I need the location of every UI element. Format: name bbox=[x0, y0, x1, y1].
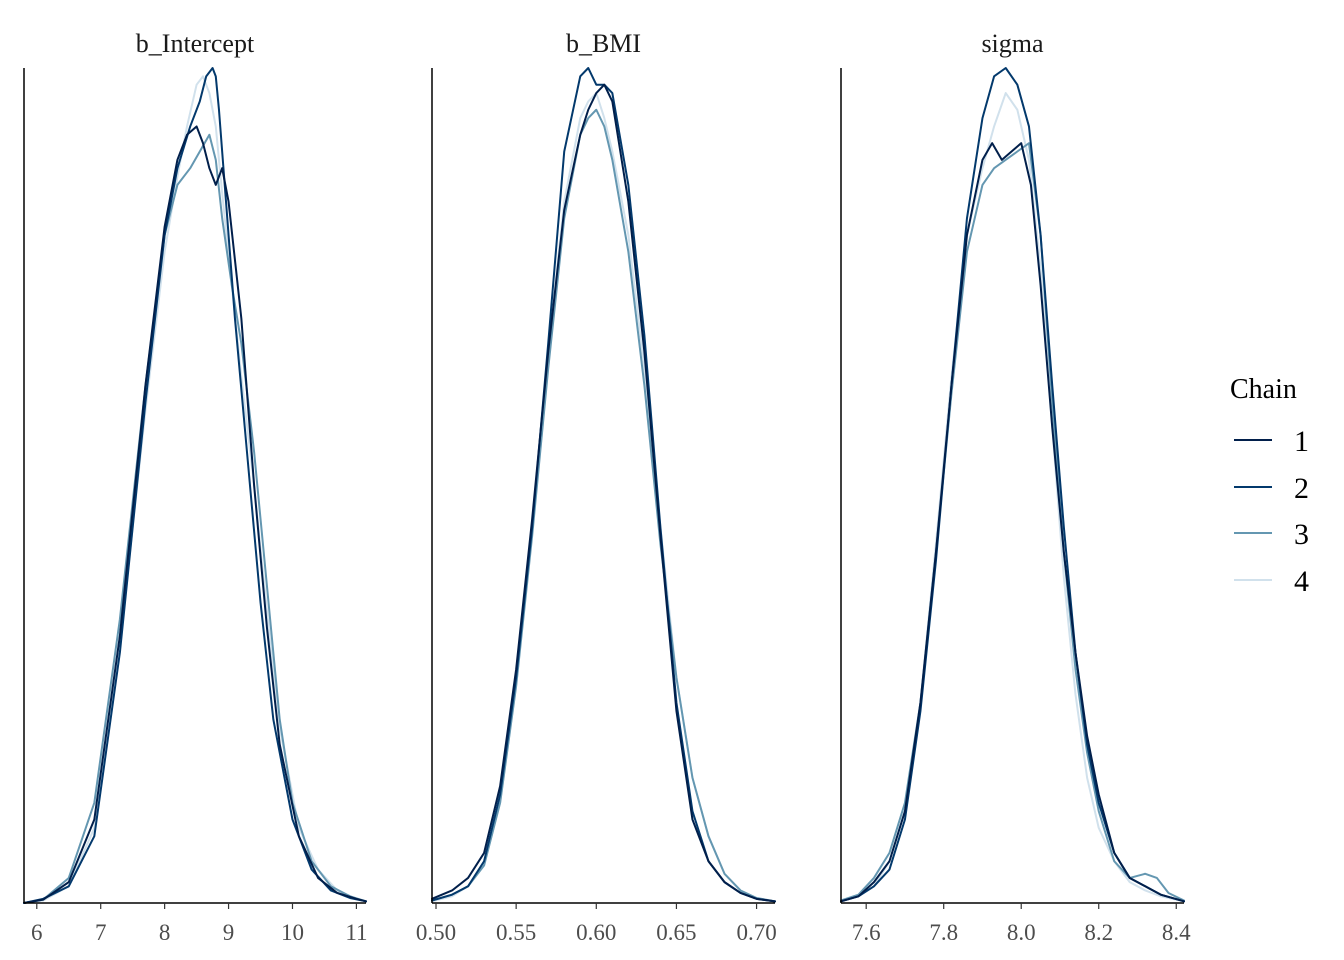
panel-1: b_Intercept 6 7 8 9 10 11 bbox=[23, 29, 367, 945]
x-tick-label: 8.2 bbox=[1084, 920, 1113, 945]
x-tick-label: 6 bbox=[31, 920, 43, 945]
density-line-chain-3 bbox=[23, 133, 367, 904]
legend-label-2: 2 bbox=[1294, 472, 1309, 505]
density-line-chain-1 bbox=[431, 83, 776, 903]
density-line-chain-2 bbox=[431, 67, 776, 903]
x-tick-label: 11 bbox=[345, 920, 367, 945]
density-line-chain-4 bbox=[431, 92, 776, 903]
x-tick-label: 8 bbox=[159, 920, 171, 945]
density-line-chain-3 bbox=[431, 108, 776, 903]
density-line-chain-4 bbox=[840, 92, 1185, 903]
legend-entry-4: 4 bbox=[1234, 565, 1309, 598]
x-tick-label: 0.70 bbox=[736, 920, 776, 945]
density-line-chain-2 bbox=[23, 67, 367, 904]
x-tick-label: 8.4 bbox=[1162, 920, 1191, 945]
x-tick-label: 7.6 bbox=[852, 920, 881, 945]
x-tick-label: 0.55 bbox=[496, 920, 536, 945]
x-tick-label: 0.50 bbox=[416, 920, 456, 945]
x-tick-label: 7.8 bbox=[929, 920, 958, 945]
legend: Chain 1 2 3 4 bbox=[1230, 374, 1309, 598]
density-line-chain-4 bbox=[23, 75, 367, 904]
x-tick-label: 0.60 bbox=[576, 920, 616, 945]
legend-entry-3: 3 bbox=[1234, 518, 1309, 551]
panel-title: b_BMI bbox=[566, 29, 641, 58]
density-line-chain-2 bbox=[840, 67, 1185, 903]
density-line-chain-1 bbox=[23, 125, 367, 904]
x-tick-label: 7 bbox=[95, 920, 107, 945]
x-tick-label: 9 bbox=[223, 920, 235, 945]
density-line-chain-3 bbox=[840, 142, 1185, 902]
panel-title: b_Intercept bbox=[136, 29, 255, 58]
x-tick-label: 0.65 bbox=[656, 920, 696, 945]
legend-label-4: 4 bbox=[1294, 565, 1309, 598]
x-tick-label: 10 bbox=[281, 920, 304, 945]
panel-3: sigma 7.6 7.8 8.0 8.2 8.4 bbox=[840, 29, 1191, 945]
legend-entry-1: 1 bbox=[1234, 425, 1309, 458]
x-tick-label: 8.0 bbox=[1007, 920, 1036, 945]
panel-title: sigma bbox=[981, 29, 1044, 58]
density-line-chain-1 bbox=[840, 142, 1185, 903]
legend-title: Chain bbox=[1230, 374, 1297, 405]
legend-entry-2: 2 bbox=[1234, 472, 1309, 505]
legend-label-1: 1 bbox=[1294, 425, 1309, 458]
legend-label-3: 3 bbox=[1294, 518, 1309, 551]
panel-2: b_BMI 0.50 0.55 0.60 0.65 0.70 bbox=[416, 29, 777, 945]
